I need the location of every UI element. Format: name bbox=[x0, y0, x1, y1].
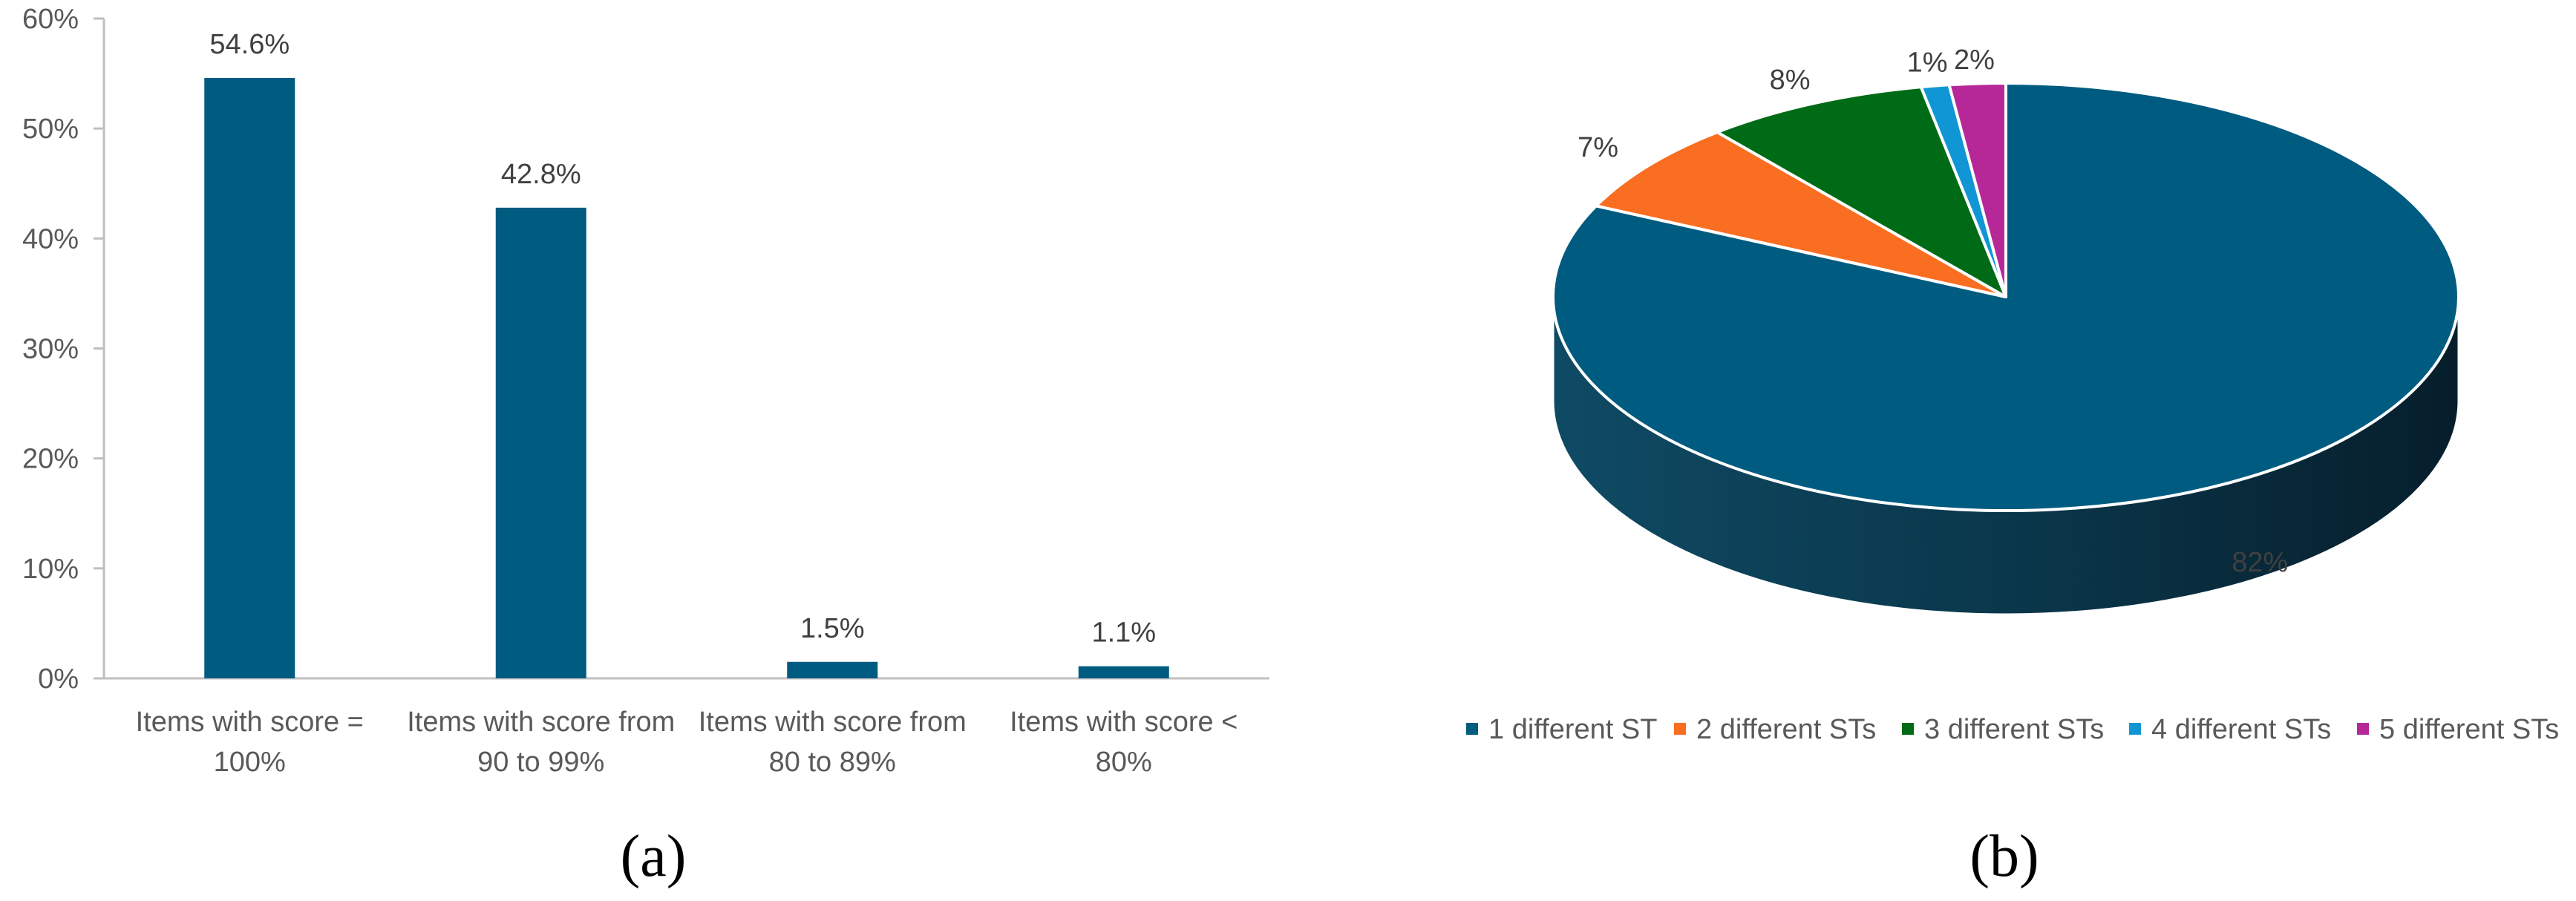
y-tick-label: 40% bbox=[22, 223, 79, 255]
bar-chart: 0%10%20%30%40%50%60% 54.6%42.8%1.5% 1.1% … bbox=[22, 4, 1269, 889]
bar bbox=[787, 661, 878, 678]
pie-slice bbox=[1947, 82, 2007, 298]
legend-label: 2 different STs bbox=[1696, 714, 1876, 745]
bar bbox=[1078, 666, 1169, 678]
bar-data-label: 1.5% bbox=[800, 613, 865, 644]
panel-label-b: (b) bbox=[1969, 824, 2039, 889]
x-category-label: Items with score from bbox=[407, 707, 675, 738]
pie-data-label: 2% bbox=[1954, 45, 1995, 76]
legend-label: 1 different ST bbox=[1488, 714, 1657, 745]
pie-data-label: 8% bbox=[1770, 65, 1811, 96]
legend: 1 different ST 2 different STs 3 different… bbox=[1466, 714, 2559, 745]
category-labels: Items with score = 100% Items with score f… bbox=[136, 707, 1238, 778]
y-tick-label: 50% bbox=[22, 114, 79, 145]
legend-swatch bbox=[1674, 723, 1686, 735]
pie-data-label: 1% bbox=[1907, 47, 1948, 78]
bar bbox=[495, 207, 586, 678]
y-tick-label: 20% bbox=[22, 444, 79, 475]
legend-swatch bbox=[2357, 723, 2369, 735]
legend-swatch bbox=[2129, 723, 2141, 735]
pie-data-labels: 82% 7% 8% 1% 2% bbox=[1578, 45, 2288, 578]
pie-slice bbox=[1552, 82, 2460, 512]
legend-label: 5 different STs bbox=[2379, 714, 2559, 745]
bar bbox=[204, 78, 295, 678]
pie-slice bbox=[1716, 85, 2007, 298]
pie-data-label: 82% bbox=[2232, 547, 2288, 578]
x-category-label: 90 to 99% bbox=[477, 747, 604, 778]
x-category-label: 100% bbox=[214, 747, 286, 778]
legend-swatch bbox=[1466, 723, 1478, 735]
bar-data-label: 1.1% bbox=[1091, 617, 1156, 649]
legend-swatch bbox=[1902, 723, 1914, 735]
y-tick-label: 0% bbox=[38, 664, 79, 695]
x-category-label: Items with score = bbox=[136, 707, 364, 738]
pie-data-label: 7% bbox=[1578, 132, 1618, 163]
y-axis: 0% 10% 20% 30% 40% 50% 60% bbox=[22, 4, 105, 695]
panel-label-a: (a) bbox=[621, 824, 687, 889]
y-tick-label: 30% bbox=[22, 334, 79, 365]
bar-data-label: 54.6% bbox=[209, 29, 290, 60]
bar-data-label: 42.8% bbox=[501, 159, 581, 190]
x-category-label: 80 to 89% bbox=[769, 747, 896, 778]
x-category-label: Items with score from bbox=[699, 707, 967, 738]
legend-label: 3 different STs bbox=[1924, 714, 2104, 745]
legend-label: 4 different STs bbox=[2151, 714, 2331, 745]
x-category-label: Items with score < bbox=[1010, 707, 1238, 738]
x-category-label: 80% bbox=[1096, 747, 1152, 778]
pie-slice bbox=[1595, 131, 2007, 298]
bars: 54.6% 42.8% 1.5% 1.1% bbox=[204, 29, 1169, 678]
pie-chart: 82% 7% 8% 1% 2% 1 different ST 2 different ST… bbox=[1466, 45, 2559, 889]
y-tick-label: 60% bbox=[22, 4, 79, 35]
pie-slices bbox=[1552, 82, 2460, 512]
y-tick-label: 10% bbox=[22, 554, 79, 585]
